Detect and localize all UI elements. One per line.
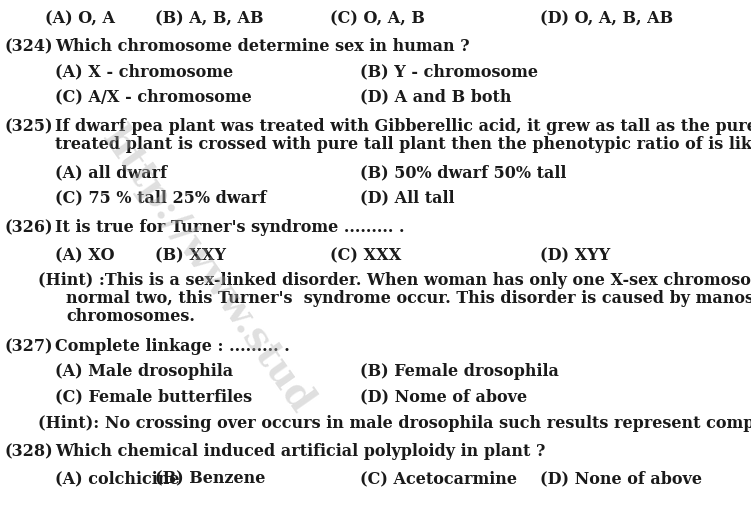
Text: (Hint): No crossing over occurs in male drosophila such results represent comple: (Hint): No crossing over occurs in male … [38,415,751,432]
Text: (D) O, A, B, AB: (D) O, A, B, AB [540,10,673,27]
Text: Which chemical induced artificial polyploidy in plant ?: Which chemical induced artificial polypl… [55,443,545,460]
Text: (A) all dwarf: (A) all dwarf [55,164,167,181]
Text: (A) colchicine: (A) colchicine [55,470,179,487]
Text: (C) Acetocarmine: (C) Acetocarmine [360,470,517,487]
Text: (D) None of above: (D) None of above [540,470,702,487]
Text: If dwarf pea plant was treated with Gibberellic acid, it grew as tall as the pur: If dwarf pea plant was treated with Gibb… [55,118,751,135]
Text: It is true for Turner's syndrome ......... .: It is true for Turner's syndrome .......… [55,219,405,236]
Text: (328): (328) [5,443,53,460]
Text: (C) A/X - chromosome: (C) A/X - chromosome [55,88,252,105]
Text: (C) O, A, B: (C) O, A, B [330,10,425,27]
Text: treated plant is crossed with pure tall plant then the phenotypic ratio of is li: treated plant is crossed with pure tall … [55,136,751,153]
Text: (A) Male drosophila: (A) Male drosophila [55,363,233,380]
Text: (B) Female drosophila: (B) Female drosophila [360,363,559,380]
Text: (D) XYY: (D) XYY [540,247,611,264]
Text: (C) Female butterfiles: (C) Female butterfiles [55,388,252,405]
Text: (325): (325) [5,118,53,135]
Text: (A) XO: (A) XO [55,247,115,264]
Text: (B) 50% dwarf 50% tall: (B) 50% dwarf 50% tall [360,164,566,181]
Text: (327): (327) [5,338,53,355]
Text: (B) A, B, AB: (B) A, B, AB [155,10,264,27]
Text: (A) O, A: (A) O, A [45,10,115,27]
Text: Complete linkage : ......... .: Complete linkage : ......... . [55,338,290,355]
Text: (Hint) :This is a sex-linked disorder. When woman has only one X-sex chromosome,: (Hint) :This is a sex-linked disorder. W… [38,272,751,289]
Text: http://www.stud: http://www.stud [95,120,321,420]
Text: chromosomes.: chromosomes. [66,308,195,325]
Text: (B) XXY: (B) XXY [155,247,226,264]
Text: (D) A and B both: (D) A and B both [360,88,511,105]
Text: (B) Benzene: (B) Benzene [155,470,265,487]
Text: normal two, this Turner's  syndrome occur. This disorder is caused by manosomy o: normal two, this Turner's syndrome occur… [66,290,751,307]
Text: (324): (324) [5,38,53,55]
Text: (A) X - chromosome: (A) X - chromosome [55,63,233,80]
Text: (C) 75 % tall 25% dwarf: (C) 75 % tall 25% dwarf [55,189,267,206]
Text: Which chromosome determine sex in human ?: Which chromosome determine sex in human … [55,38,469,55]
Text: (C) XXX: (C) XXX [330,247,401,264]
Text: (D) All tall: (D) All tall [360,189,454,206]
Text: (326): (326) [5,219,53,236]
Text: (D) Nome of above: (D) Nome of above [360,388,527,405]
Text: (B) Y - chromosome: (B) Y - chromosome [360,63,538,80]
